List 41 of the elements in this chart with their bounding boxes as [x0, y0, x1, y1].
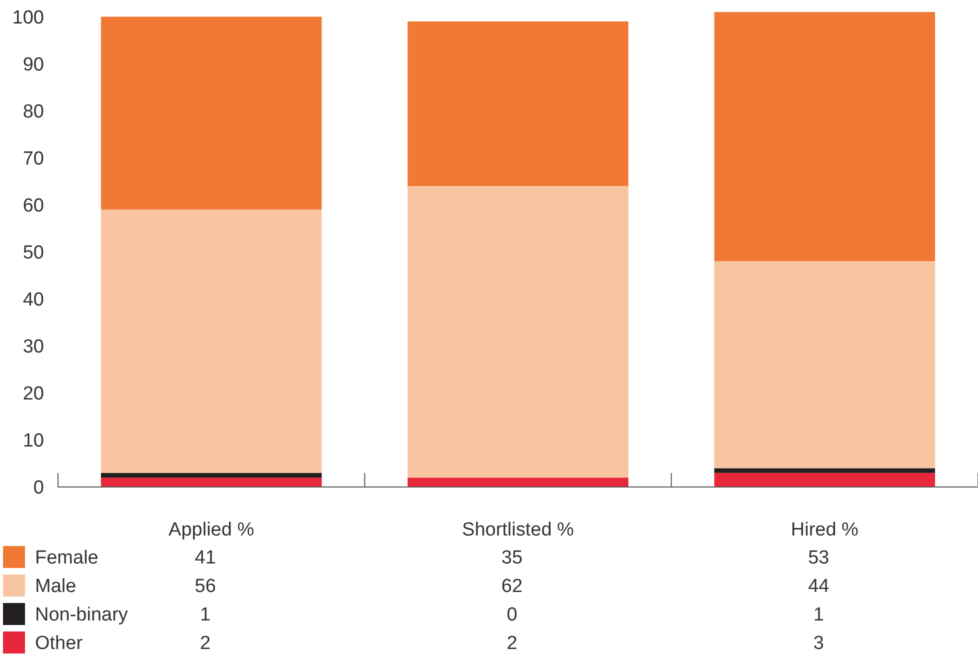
y-tick-label: 20	[22, 384, 44, 405]
data-label: 53	[808, 548, 830, 569]
y-tick-label: 100	[12, 7, 44, 28]
legend-label: Male	[35, 576, 76, 598]
data-label: 44	[808, 576, 830, 598]
bar	[100, 478, 322, 487]
data-label: 0	[506, 604, 518, 626]
bar	[714, 12, 936, 262]
x-tick-label: Shortlisted %	[462, 520, 574, 541]
data-label: 1	[813, 604, 824, 626]
bar	[714, 472, 936, 487]
y-tick-label: 80	[22, 101, 44, 122]
y-tick-label: 90	[22, 54, 44, 76]
bar	[100, 472, 322, 478]
bar	[100, 210, 322, 473]
data-label: 62	[501, 576, 523, 598]
x-tick-label: Hired %	[790, 520, 859, 541]
y-tick-label: 30	[22, 336, 44, 358]
legend-label: Non-binary	[35, 604, 128, 626]
x-tick-label: Applied %	[168, 520, 254, 541]
data-label: 2	[200, 633, 211, 654]
data-label: 41	[194, 548, 216, 569]
bar	[714, 261, 936, 468]
bar	[408, 186, 628, 478]
bar	[408, 478, 628, 487]
y-tick-label: 70	[22, 148, 44, 170]
data-label: 35	[501, 548, 523, 569]
y-tick-label: 0	[33, 478, 44, 499]
y-tick-label: 40	[22, 290, 44, 311]
legend-label: Other	[35, 633, 84, 654]
data-label: 56	[194, 576, 216, 598]
data-label: 3	[813, 633, 824, 654]
y-tick-label: 60	[22, 195, 44, 216]
bar	[714, 468, 936, 473]
bar	[100, 16, 322, 210]
data-label: 1	[200, 604, 211, 626]
legend-label: Female	[35, 548, 98, 569]
y-tick-label: 50	[22, 242, 44, 264]
bar	[408, 21, 628, 186]
data-label: 2	[506, 633, 518, 654]
y-tick-label: 10	[22, 430, 44, 452]
